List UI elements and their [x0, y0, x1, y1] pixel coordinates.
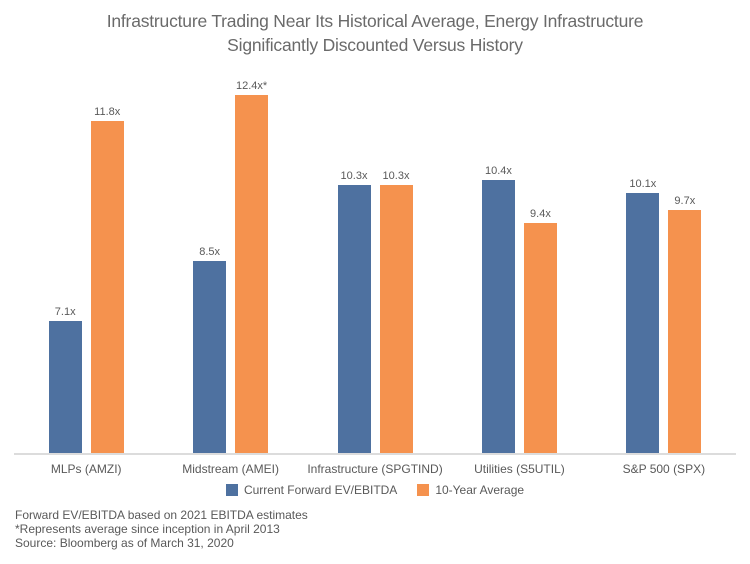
- x-axis-label: S&P 500 (SPX): [622, 462, 706, 476]
- bar-value-label: 7.1x: [54, 305, 76, 318]
- footnote-source: Source: Bloomberg as of March 31, 2020: [15, 536, 234, 550]
- bar-value-label: 9.4x: [530, 207, 551, 220]
- bar-value-label: 10.3x: [340, 169, 368, 182]
- bar-current-forward-ev-ebitda: 10.4x: [481, 165, 515, 453]
- bar-group: 7.1x 11.8x: [14, 80, 158, 453]
- bar-value-label: 10.1x: [629, 178, 657, 191]
- bar-group: 10.4x 9.4x: [447, 80, 591, 453]
- bar-10-year-average: 9.4x: [523, 208, 557, 453]
- chart-title-line-2: Significantly Discounted Versus History: [227, 35, 523, 55]
- legend-swatch-icon: [417, 484, 430, 496]
- x-axis-label: Midstream (AMEI): [182, 462, 279, 476]
- footnote-asterisk: *Represents average since inception in A…: [15, 522, 280, 536]
- x-axis-label: Utilities (S5UTIL): [474, 462, 565, 476]
- bar-group: 8.5x 12.4x*: [158, 80, 302, 453]
- bar-value-label: 10.3x: [382, 169, 410, 182]
- legend-item-10-year-average: 10-Year Average: [417, 483, 524, 497]
- legend-swatch-icon: [225, 484, 238, 496]
- bar-current-forward-ev-ebitda: 10.1x: [626, 178, 660, 453]
- footnote-basis: Forward EV/EBITDA based on 2021 EBITDA e…: [15, 508, 308, 522]
- bar-10-year-average: 9.7x: [668, 195, 702, 453]
- bar-value-label: 12.4x*: [236, 80, 268, 92]
- bar-current-forward-ev-ebitda: 7.1x: [48, 306, 82, 453]
- chart-title: Infrastructure Trading Near Its Historic…: [0, 9, 750, 57]
- bar-group: 10.3x 10.3x: [303, 80, 447, 453]
- x-axis-label: Infrastructure (SPGTIND): [307, 462, 443, 476]
- bar-10-year-average: 11.8x: [90, 106, 124, 453]
- bar-value-label: 9.7x: [674, 195, 696, 208]
- legend-label: 10-Year Average: [435, 483, 525, 497]
- bar-current-forward-ev-ebitda: 10.3x: [337, 170, 371, 453]
- x-axis-labels: MLPs (AMZI) Midstream (AMEI) Infrastructur…: [14, 462, 736, 476]
- bar-value-label: 8.5x: [199, 246, 221, 259]
- legend: Current Forward EV/EBITDA 10-Year Average: [0, 483, 750, 497]
- chart-title-line-1: Infrastructure Trading Near Its Historic…: [106, 11, 644, 31]
- bar-value-label: 10.4x: [484, 165, 512, 178]
- legend-label: Current Forward EV/EBITDA: [243, 483, 398, 497]
- plot-area: 7.1x 11.8x 8.5x 12.4x* 10.3x 10.3x 10.4x 9.4x 10…: [14, 80, 736, 455]
- footnotes: Forward EV/EBITDA based on 2021 EBITDA e…: [15, 508, 308, 550]
- bar-10-year-average: 10.3x: [379, 170, 413, 453]
- x-axis-label: MLPs (AMZI): [50, 462, 122, 476]
- legend-item-current-forward-ev-ebitda: Current Forward EV/EBITDA: [225, 483, 398, 497]
- bar-10-year-average: 12.4x*: [235, 80, 269, 453]
- bar-group: 10.1x 9.7x: [592, 80, 736, 453]
- bar-value-label: 11.8x: [94, 105, 121, 118]
- bar-current-forward-ev-ebitda: 8.5x: [193, 246, 227, 453]
